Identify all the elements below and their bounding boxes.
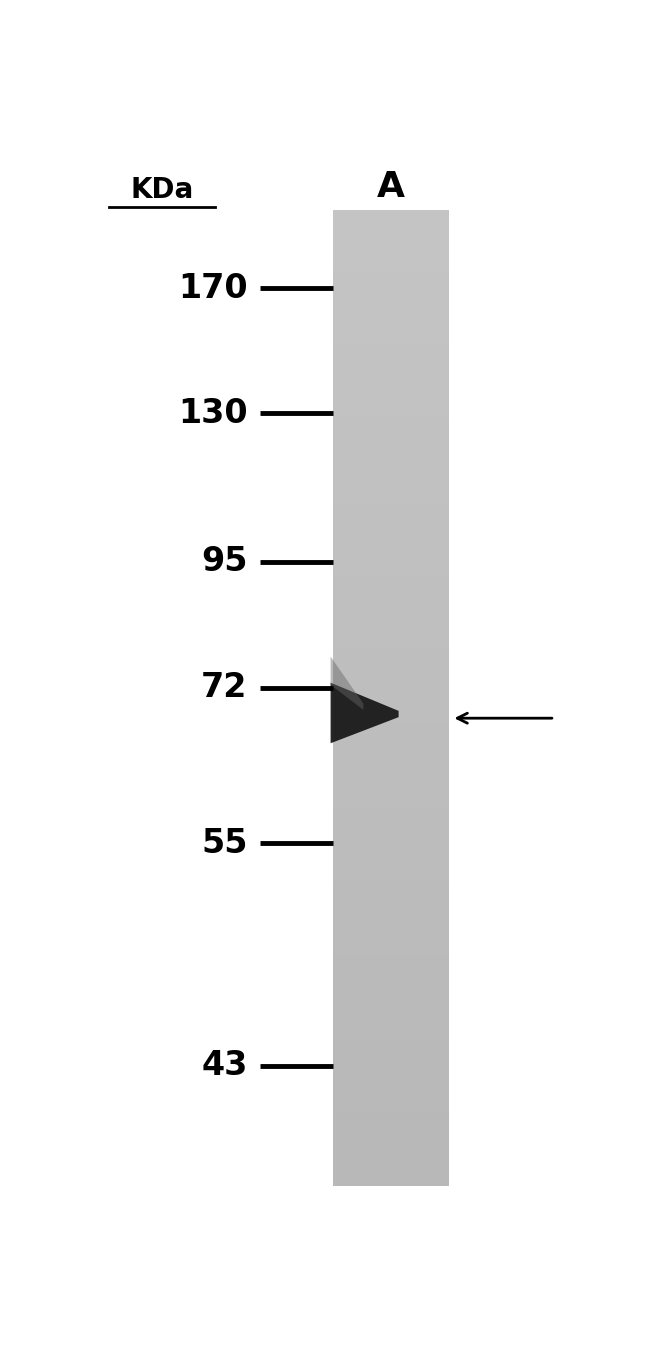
Bar [333,711,449,723]
Bar [333,991,449,1003]
Bar [333,894,449,906]
Bar [333,1040,449,1052]
Bar [333,466,449,479]
Bar [333,222,449,235]
Bar [333,1016,449,1028]
Bar [333,759,449,772]
Bar [333,930,449,942]
Bar [333,405,449,418]
Bar [333,491,449,503]
Bar [333,589,449,601]
Bar [333,1003,449,1016]
Bar [333,454,449,466]
Polygon shape [331,682,398,743]
Bar [333,442,449,454]
Text: A: A [377,171,405,205]
Text: 130: 130 [178,397,248,430]
Bar [333,369,449,381]
Bar [333,430,449,442]
Bar [333,1077,449,1089]
Bar [333,845,449,857]
Bar [333,527,449,540]
Bar [333,1138,449,1150]
Bar [333,1150,449,1162]
Bar [333,650,449,662]
Bar [333,515,449,527]
Bar [333,564,449,576]
Bar [333,637,449,650]
Text: 72: 72 [201,671,248,704]
Bar [333,955,449,967]
Bar [333,784,449,796]
Bar [333,967,449,979]
Bar [333,1125,449,1138]
Bar [333,723,449,735]
Bar [333,320,449,332]
Text: 55: 55 [201,827,248,860]
Bar [333,796,449,808]
Bar [333,271,449,283]
Bar [333,625,449,637]
Bar [333,1089,449,1101]
Bar [333,332,449,344]
Bar [333,552,449,564]
Bar [333,906,449,918]
Bar [333,540,449,552]
Bar [333,393,449,405]
Bar [333,418,449,430]
Text: 95: 95 [201,545,248,578]
Bar [333,820,449,833]
Bar [333,613,449,625]
Bar [333,808,449,820]
Bar [333,235,449,247]
Bar [333,1064,449,1077]
Bar [333,698,449,711]
Bar [333,503,449,515]
Text: KDa: KDa [130,176,194,205]
Bar [333,1174,449,1186]
Bar [333,479,449,491]
Bar [333,1028,449,1040]
Bar [333,857,449,869]
Bar [333,747,449,759]
Bar [333,1162,449,1174]
Bar [333,881,449,894]
Bar [333,259,449,271]
Text: 170: 170 [178,271,248,305]
Bar [333,833,449,845]
Bar [333,869,449,881]
Bar [333,772,449,784]
Bar [333,942,449,955]
Bar [333,576,449,589]
Bar [333,247,449,259]
Bar [333,283,449,296]
Text: 43: 43 [201,1050,248,1082]
Bar [333,674,449,686]
Bar [333,601,449,613]
Bar [333,308,449,320]
Bar [333,357,449,369]
Bar [333,210,449,222]
Bar [333,296,449,308]
Bar [333,686,449,698]
Bar [333,381,449,393]
Bar [333,1101,449,1113]
Bar [333,1113,449,1125]
Bar [333,979,449,991]
Polygon shape [331,656,363,709]
Bar [333,1052,449,1064]
Bar [333,735,449,747]
Bar [333,344,449,357]
Bar [333,918,449,930]
Bar [333,662,449,674]
